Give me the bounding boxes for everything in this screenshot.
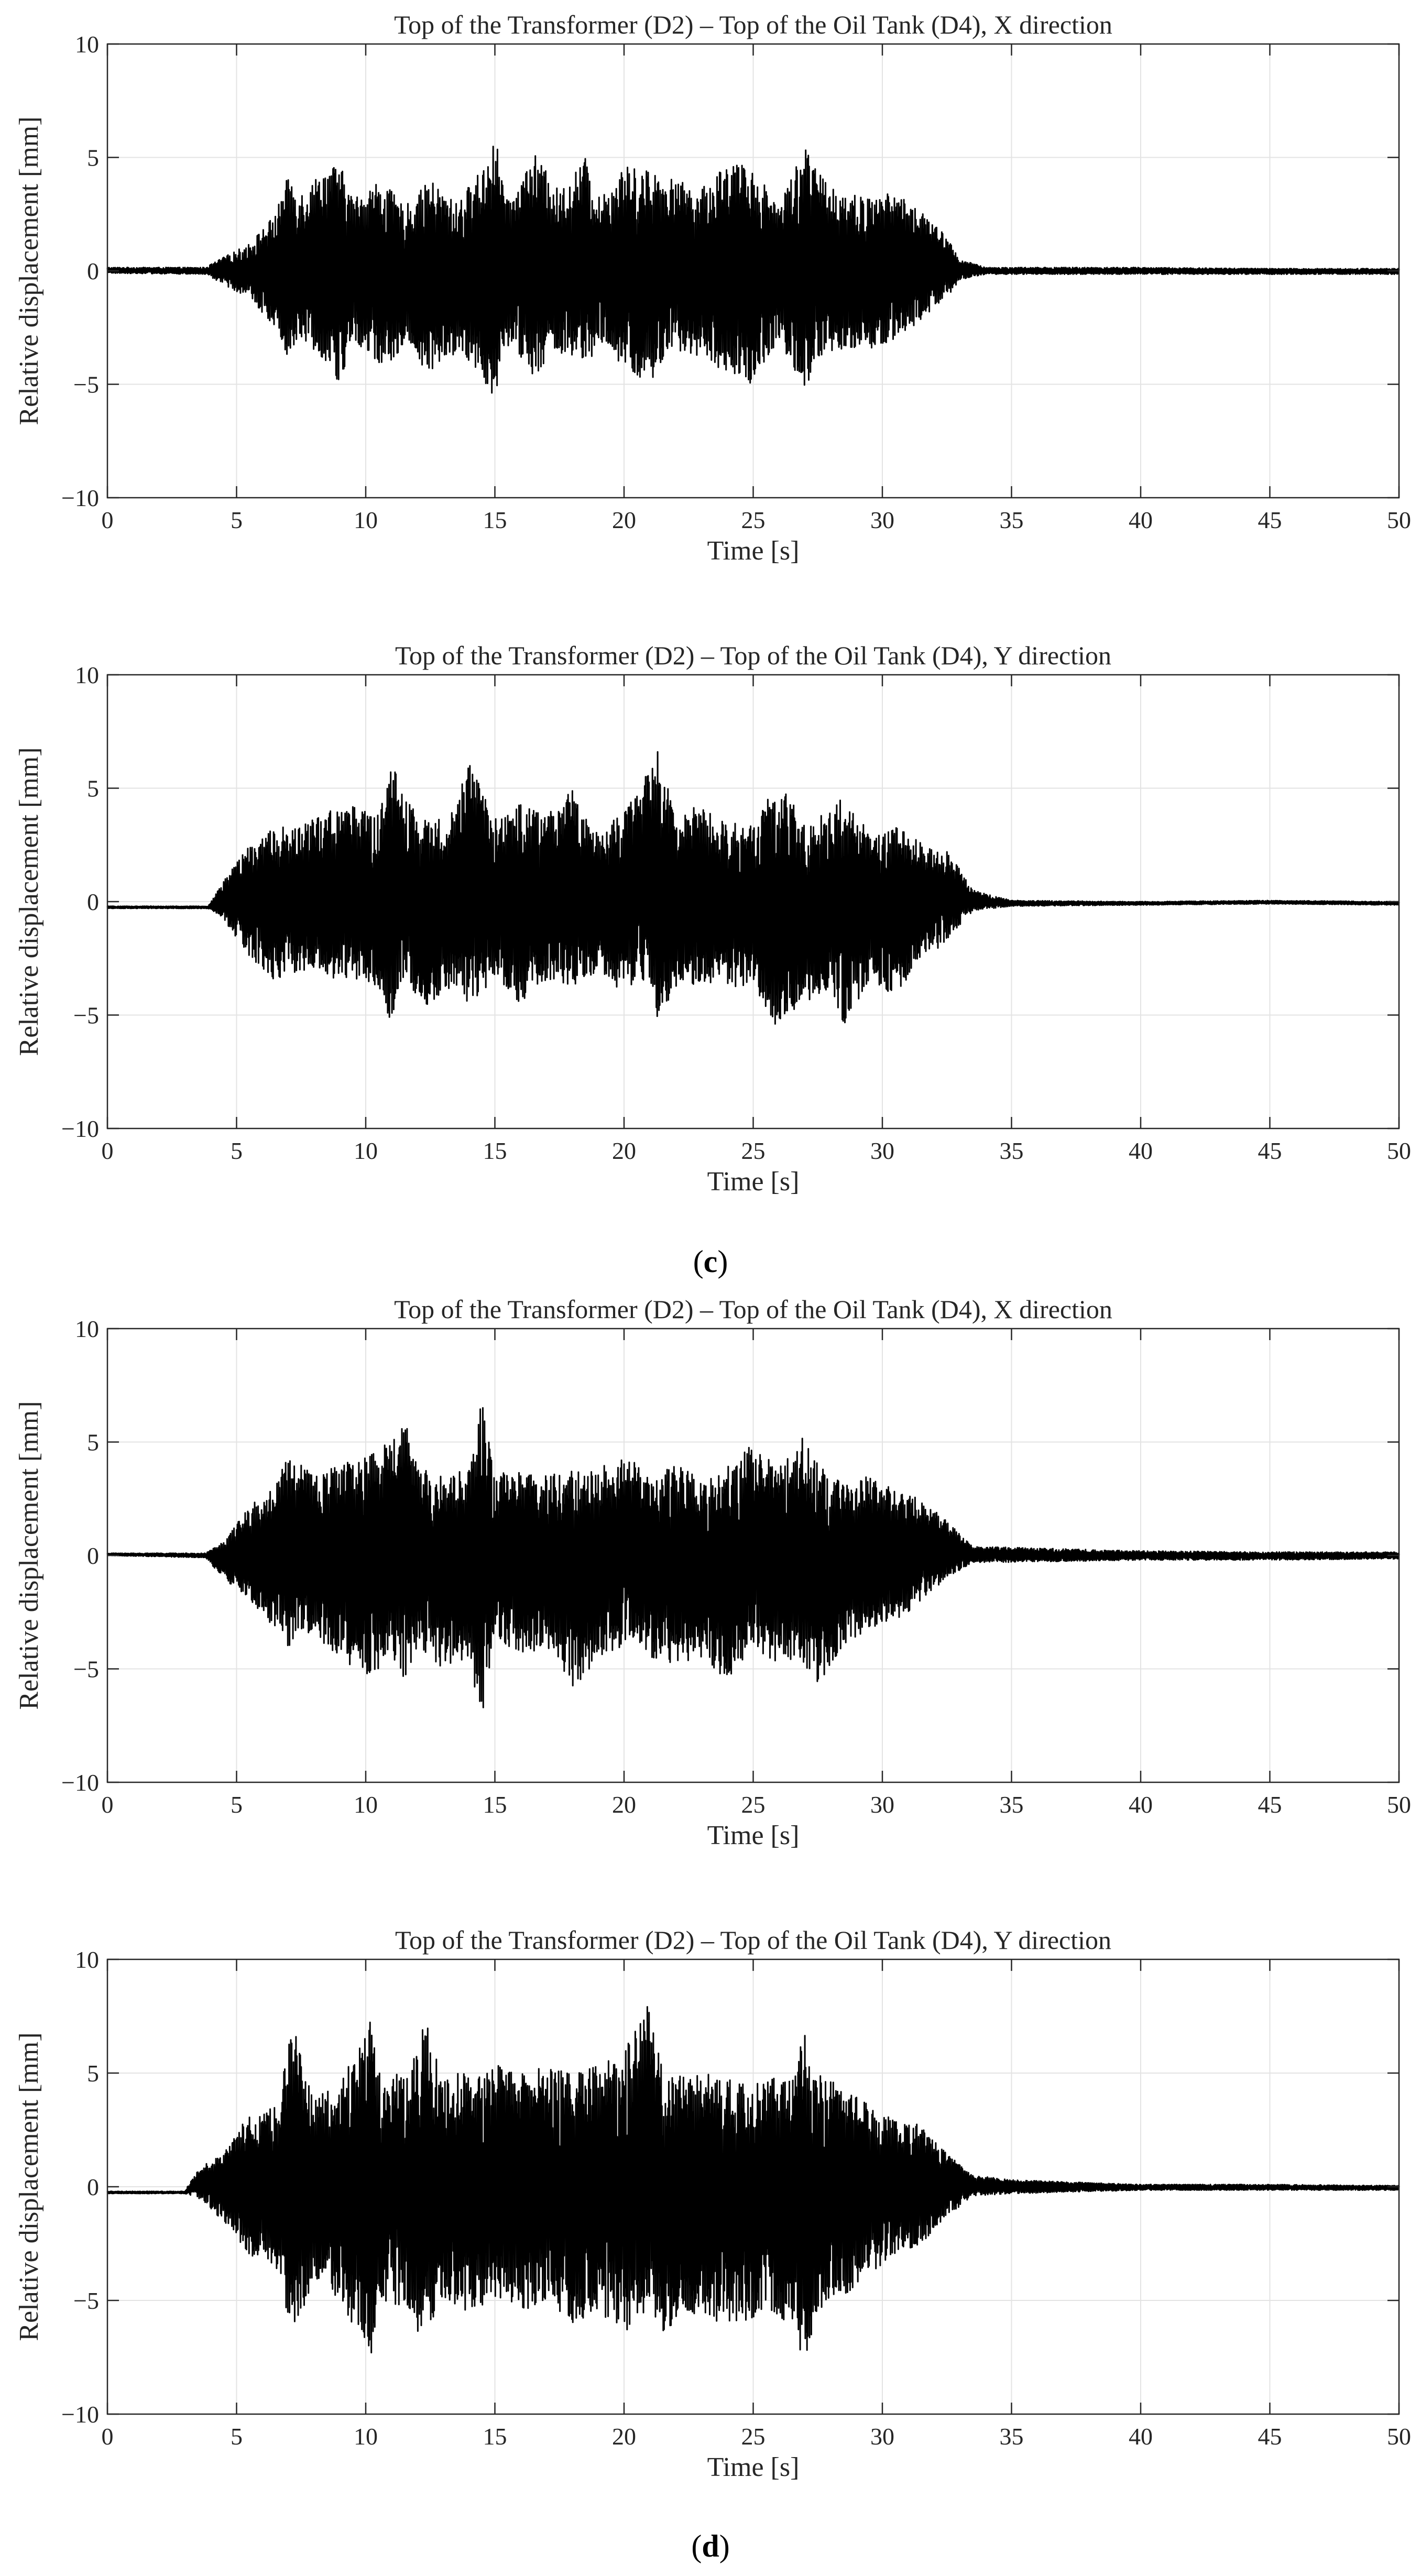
x-tick-label: 50 [1387, 507, 1411, 533]
caption-letter: c [704, 1244, 718, 1279]
y-tick-label: −10 [61, 2401, 99, 2428]
y-tick-label: 5 [87, 2060, 99, 2087]
y-tick-label: −5 [73, 2287, 99, 2314]
x-axis-label: Time [s] [707, 1821, 800, 1850]
y-tick-label: 5 [87, 145, 99, 171]
y-tick-label: −10 [61, 1769, 99, 1796]
x-axis-label: Time [s] [707, 536, 800, 566]
x-tick-label: 35 [1000, 2423, 1024, 2450]
x-tick-label: 10 [354, 2423, 378, 2450]
x-tick-label: 5 [231, 1791, 243, 1818]
y-tick-label: 0 [87, 1542, 99, 1569]
y-tick-label: −10 [61, 485, 99, 511]
x-tick-label: 40 [1129, 1791, 1153, 1818]
x-tick-label: 40 [1129, 507, 1153, 533]
x-tick-label: 0 [102, 1791, 114, 1818]
caption-close: ) [719, 2529, 730, 2563]
y-tick-label: 0 [87, 258, 99, 284]
chart-title: Top of the Transformer (D2) – Top of the… [395, 1925, 1111, 1955]
x-tick-label: 35 [1000, 1137, 1024, 1164]
x-tick-label: 10 [354, 507, 378, 533]
x-tick-label: 45 [1258, 1791, 1282, 1818]
chart-title: Top of the Transformer (D2) – Top of the… [395, 641, 1111, 670]
x-tick-label: 0 [102, 1137, 114, 1164]
y-tick-label: 5 [87, 775, 99, 802]
y-tick-label: 10 [75, 31, 99, 58]
caption-letter: d [702, 2529, 719, 2563]
x-tick-label: 45 [1258, 1137, 1282, 1164]
x-tick-label: 10 [354, 1791, 378, 1818]
x-tick-label: 15 [483, 1137, 507, 1164]
y-tick-label: 0 [87, 2174, 99, 2200]
x-tick-label: 45 [1258, 2423, 1282, 2450]
x-tick-label: 50 [1387, 2423, 1411, 2450]
y-tick-label: −5 [73, 371, 99, 398]
x-tick-label: 25 [741, 1791, 766, 1818]
y-tick-label: −10 [61, 1115, 99, 1142]
y-axis-label: Relative displacement [mm] [14, 747, 44, 1056]
series-line [106, 1407, 1400, 1708]
caption-open: ( [693, 1244, 704, 1279]
x-tick-label: 30 [870, 1791, 894, 1818]
y-axis-label: Relative displacement [mm] [14, 2032, 44, 2341]
x-tick-label: 15 [483, 1791, 507, 1818]
caption-open: ( [691, 2529, 702, 2563]
x-tick-label: 15 [483, 2423, 507, 2450]
y-tick-label: 10 [75, 662, 99, 688]
x-tick-label: 30 [870, 2423, 894, 2450]
y-axis-label: Relative displacement [mm] [14, 1401, 44, 1709]
x-tick-label: 5 [231, 507, 243, 533]
x-tick-label: 5 [231, 2423, 243, 2450]
chart-title: Top of the Transformer (D2) – Top of the… [394, 1295, 1112, 1324]
x-tick-label: 20 [612, 2423, 636, 2450]
x-tick-label: 25 [741, 2423, 766, 2450]
y-tick-label: 10 [75, 1946, 99, 1973]
x-tick-label: 35 [1000, 507, 1024, 533]
x-tick-label: 45 [1258, 507, 1282, 533]
y-tick-label: 0 [87, 889, 99, 915]
chart-title: Top of the Transformer (D2) – Top of the… [394, 10, 1112, 39]
series-line [106, 2006, 1400, 2354]
x-tick-label: 50 [1387, 1791, 1411, 1818]
x-tick-label: 50 [1387, 1137, 1411, 1164]
x-tick-label: 30 [870, 1137, 894, 1164]
x-axis-label: Time [s] [707, 2452, 800, 2482]
y-tick-label: −5 [73, 1002, 99, 1029]
x-tick-label: 40 [1129, 2423, 1153, 2450]
y-tick-label: 10 [75, 1316, 99, 1342]
x-tick-label: 0 [102, 507, 114, 533]
series-line [106, 751, 1400, 1025]
x-tick-label: 20 [612, 1791, 636, 1818]
caption-close: ) [717, 1244, 728, 1279]
x-tick-label: 20 [612, 1137, 636, 1164]
x-tick-label: 30 [870, 507, 894, 533]
x-tick-label: 25 [741, 507, 766, 533]
x-axis-label: Time [s] [707, 1167, 800, 1197]
y-tick-label: −5 [73, 1656, 99, 1683]
x-tick-label: 5 [231, 1137, 243, 1164]
x-tick-label: 25 [741, 1137, 766, 1164]
x-tick-label: 15 [483, 507, 507, 533]
figure-caption: (c) [693, 1244, 728, 1279]
y-axis-label: Relative displacement [mm] [14, 116, 44, 425]
x-tick-label: 20 [612, 507, 636, 533]
figure-caption: (d) [691, 2529, 729, 2563]
y-tick-label: 5 [87, 1429, 99, 1456]
x-tick-label: 40 [1129, 1137, 1153, 1164]
x-tick-label: 10 [354, 1137, 378, 1164]
x-tick-label: 0 [102, 2423, 114, 2450]
series-line [106, 146, 1400, 394]
x-tick-label: 35 [1000, 1791, 1024, 1818]
